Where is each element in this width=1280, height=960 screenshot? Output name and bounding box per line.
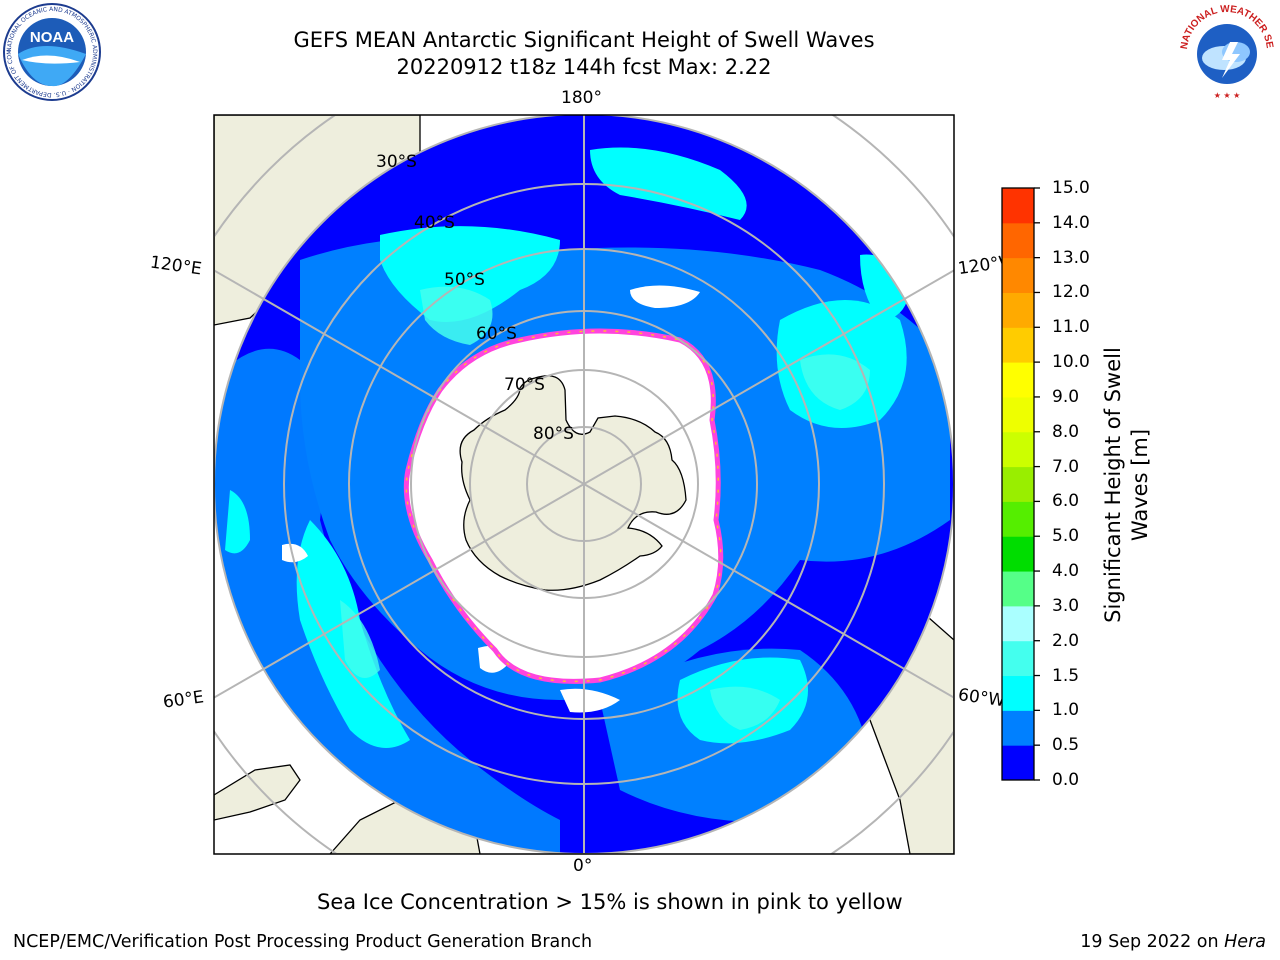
- colorbar-cell: [1002, 466, 1034, 502]
- colorbar-tick-label: 11.0: [1052, 317, 1090, 338]
- chart-title: GEFS MEAN Antarctic Significant Height o…: [293, 28, 875, 52]
- colorbar-cell: [1002, 362, 1034, 398]
- lon-label-0: 0°: [573, 856, 593, 876]
- colorbar-tick-label: 15.0: [1052, 178, 1090, 198]
- colorbar-cell: [1002, 745, 1034, 781]
- colorbar-cell: [1002, 292, 1034, 328]
- footer-date: 19 Sep 2022 on Hera: [1080, 932, 1266, 952]
- colorbar-cell: [1002, 327, 1034, 363]
- colorbar-cell: [1002, 710, 1034, 746]
- noaa-logo: NOAA NATIONAL OCEANIC AND ATMOSPHERIC AD…: [2, 2, 101, 101]
- colorbar-tick-label: 1.0: [1052, 700, 1080, 721]
- colorbar-cell: [1002, 431, 1034, 468]
- colorbar-cell: [1002, 605, 1034, 642]
- colorbar-cell: [1002, 571, 1034, 607]
- colorbar-cell: [1002, 640, 1034, 677]
- colorbar-tick-label: 0.5: [1052, 735, 1080, 756]
- lat-label-60s: 60°S: [476, 324, 517, 344]
- chart-subtitle: 20220912 t18z 144h fcst Max: 2.22: [396, 55, 772, 79]
- noaa-logo-text: NOAA: [30, 29, 74, 46]
- colorbar-cell: [1002, 396, 1034, 433]
- colorbar-cell: [1002, 222, 1034, 259]
- lat-label-40s: 40°S: [414, 213, 455, 233]
- colorbar-tick-label: 3.0: [1052, 595, 1080, 616]
- svg-text:★ ★ ★: ★ ★ ★: [1214, 91, 1241, 100]
- graticule: [214, 115, 954, 854]
- colorbar-tick-label: 7.0: [1052, 456, 1080, 477]
- colorbar-cell: [1002, 675, 1034, 711]
- colorbar-cell: [1002, 536, 1034, 572]
- lat-label-70s: 70°S: [504, 375, 545, 395]
- map-frame: [213, 114, 955, 855]
- land-antarctica: [459, 375, 687, 591]
- colorbar-tick-label: 9.0: [1052, 386, 1080, 407]
- colorbar-cell: [1002, 188, 1034, 224]
- lon-label-180: 180°: [561, 88, 602, 108]
- land-madagascar: [214, 764, 301, 821]
- footer-credit: NCEP/EMC/Verification Post Processing Pr…: [13, 932, 593, 952]
- colorbar-tick-label: 0.0: [1052, 770, 1080, 790]
- colorbar-tick-label: 6.0: [1052, 491, 1080, 512]
- colorbar-tick-label: 14.0: [1052, 212, 1090, 233]
- lat-label-50s: 50°S: [444, 270, 485, 290]
- colorbar-tick-label: 13.0: [1052, 247, 1090, 268]
- colorbar-tick-label: 12.0: [1052, 282, 1090, 303]
- lat-label-30s: 30°S: [376, 152, 417, 172]
- colorbar-cell: [1002, 501, 1034, 537]
- colorbar-tick-label: 4.0: [1052, 561, 1080, 582]
- colorbar-tick-label: 8.0: [1052, 421, 1080, 442]
- colorbar-tick-label: 10.0: [1052, 352, 1090, 373]
- colorbar-cell: [1002, 257, 1034, 293]
- colorbar-tick-label: 1.5: [1052, 665, 1080, 686]
- colorbar-title: Significant Height of Swell Waves [m]: [1101, 347, 1152, 623]
- nws-logo: NATIONAL WEATHER SERVICE ★ ★ ★: [1176, 2, 1275, 100]
- colorbar-tick-label: 5.0: [1052, 526, 1080, 547]
- colorbar-tick-label: 2.0: [1052, 630, 1080, 651]
- lat-label-80s: 80°S: [533, 424, 574, 444]
- sea-ice-note: Sea Ice Concentration > 15% is shown in …: [317, 890, 903, 914]
